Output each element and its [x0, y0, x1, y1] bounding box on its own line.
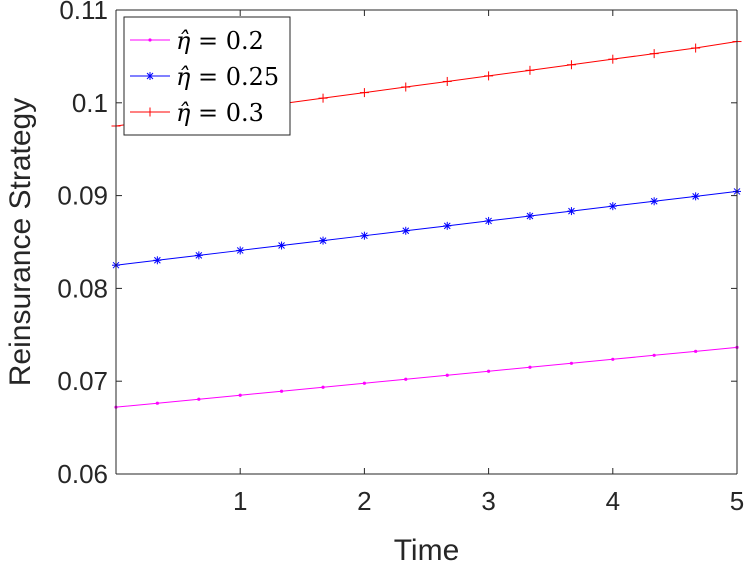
data-point	[443, 221, 452, 230]
data-point	[197, 397, 201, 401]
data-point	[319, 236, 328, 245]
x-axis-label: Time	[394, 534, 460, 565]
data-point	[359, 88, 369, 98]
marker-stroke	[692, 192, 699, 200]
legend-label: η̂ = 0.3	[176, 99, 264, 127]
data-point	[691, 43, 701, 53]
y-tick-label: 0.1	[72, 88, 108, 118]
legend-item: η̂ = 0.25	[130, 63, 279, 91]
y-tick-label: 0.07	[57, 366, 108, 396]
data-point	[611, 357, 615, 361]
data-point	[321, 385, 325, 389]
data-point	[362, 381, 366, 385]
legend-marker	[146, 72, 154, 80]
legend-marker	[148, 38, 152, 42]
x-tick-label: 2	[357, 486, 371, 516]
marker-stroke	[609, 202, 617, 210]
legend-value: 0.25	[226, 63, 279, 91]
data-point	[484, 216, 493, 225]
data-point	[155, 401, 159, 405]
data-point	[487, 369, 491, 373]
data-point	[484, 71, 494, 81]
x-tick-label: 4	[606, 486, 620, 516]
data-point	[279, 389, 284, 393]
series-line	[115, 346, 738, 408]
data-point	[525, 212, 534, 221]
data-point	[608, 54, 618, 64]
legend-symbol: η̂ =	[176, 63, 226, 91]
axes-layer: 1 2 3 4 5 0.06 0.07 0.08 0.09 0.1 0.11	[57, 0, 744, 516]
data-point	[652, 353, 656, 357]
series-0-25	[112, 187, 741, 270]
marker-stroke	[402, 227, 410, 235]
data-point	[650, 197, 659, 206]
legend-label: η̂ = 0.25	[176, 63, 279, 91]
data-point	[694, 349, 698, 353]
marker-stroke	[154, 256, 161, 264]
data-point	[401, 226, 410, 235]
data-point	[153, 256, 162, 265]
data-point	[236, 246, 245, 255]
legend-item: η̂ = 0.2	[130, 27, 264, 55]
marker-stroke	[361, 232, 368, 240]
marker-stroke	[278, 242, 285, 249]
series-0-2	[114, 345, 739, 409]
marker-stroke	[146, 72, 154, 80]
marker-stroke	[443, 222, 451, 230]
legend-symbol: η̂ =	[176, 27, 226, 55]
y-axis-label: Reinsurance Strategy	[4, 98, 37, 387]
data-point	[525, 65, 535, 75]
marker-stroke	[485, 217, 492, 225]
data-point	[442, 76, 452, 86]
data-point	[445, 373, 449, 377]
data-point	[528, 365, 532, 369]
y-tick-label: 0.11	[59, 0, 108, 25]
data-point	[404, 377, 408, 381]
data-point	[238, 393, 242, 397]
data-point	[566, 60, 576, 70]
y-tick-label: 0.06	[57, 459, 108, 489]
data-point	[318, 93, 328, 103]
legend-value: 0.2	[226, 27, 264, 55]
x-tick-label: 5	[730, 486, 744, 516]
data-point	[277, 241, 286, 250]
data-point	[401, 82, 411, 92]
series-line	[115, 190, 738, 266]
data-point	[567, 207, 576, 216]
x-tick-label: 3	[481, 486, 495, 516]
legend-label: η̂ = 0.2	[176, 27, 264, 55]
x-tick-label: 1	[233, 486, 247, 516]
data-point	[360, 231, 369, 240]
legend: η̂ = 0.2η̂ = 0.25η̂ = 0.3	[123, 16, 291, 136]
marker-stroke	[650, 197, 658, 205]
legend-item: η̂ = 0.3	[130, 99, 264, 127]
marker-stroke	[236, 247, 244, 254]
legend-symbol: η̂ =	[176, 99, 226, 127]
data-point	[649, 49, 659, 59]
data-point	[608, 202, 617, 211]
y-tick-label: 0.09	[57, 181, 108, 211]
legend-value: 0.3	[226, 99, 264, 127]
legend-marker	[145, 107, 155, 117]
marker-stroke	[195, 252, 203, 259]
y-tick-label: 0.08	[57, 273, 108, 303]
data-point	[691, 192, 700, 201]
marker-stroke	[568, 207, 575, 215]
data-point	[569, 361, 574, 365]
data-point	[194, 251, 203, 260]
marker-stroke	[319, 237, 327, 244]
marker-stroke	[526, 212, 534, 220]
